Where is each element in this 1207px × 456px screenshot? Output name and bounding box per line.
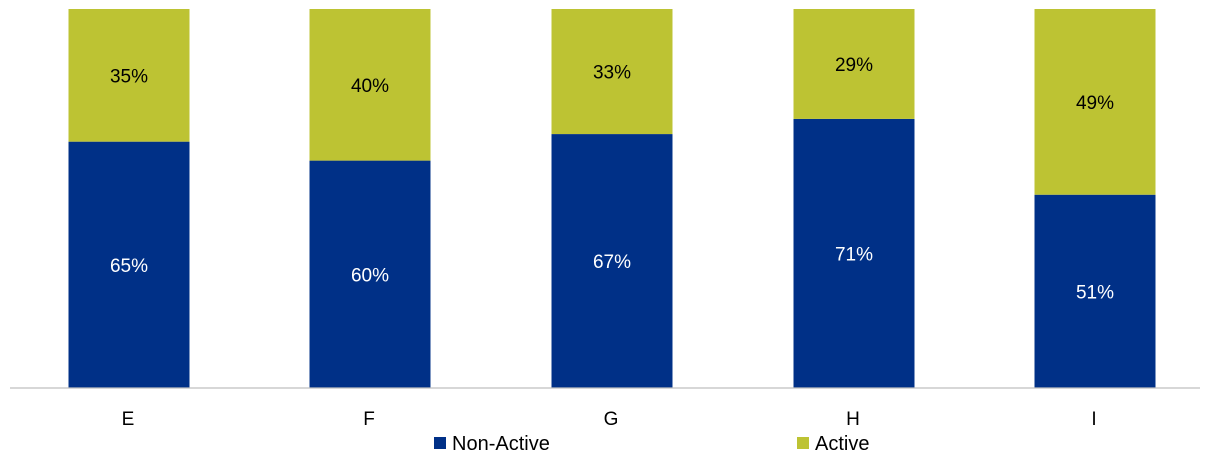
data-label-active-g: 33% (593, 63, 631, 84)
data-labels-layer: 65% 35% 60% 40% 67% 33% 71% 29% 51% 49% (110, 55, 1114, 303)
x-tick-label-e: E (122, 409, 135, 430)
data-label-active-i: 49% (1076, 93, 1114, 114)
bar-segment-non-active-i (1034, 194, 1156, 388)
legend: Non-Active Active (434, 433, 869, 455)
bar-segment-active-g (551, 9, 673, 135)
bar-segment-active-e (68, 9, 190, 142)
legend-swatch-active (797, 437, 809, 449)
data-label-non-active-e: 65% (110, 256, 148, 277)
bar-segment-non-active-h (793, 118, 915, 388)
data-label-non-active-f: 60% (351, 265, 389, 286)
bar-segment-non-active-f (309, 160, 431, 388)
x-tick-label-i: I (1091, 409, 1096, 430)
x-tick-label-f: F (363, 409, 375, 430)
data-label-non-active-g: 67% (593, 252, 631, 273)
data-label-active-f: 40% (351, 76, 389, 97)
bar-segment-non-active-g (551, 134, 673, 388)
data-label-active-h: 29% (835, 55, 873, 76)
bar-segment-active-i (1034, 9, 1156, 195)
legend-label-non-active: Non-Active (452, 433, 550, 455)
bar-segment-non-active-e (68, 141, 190, 388)
x-tick-label-h: H (846, 409, 860, 430)
legend-label-active: Active (815, 433, 869, 455)
bar-segment-active-f (309, 9, 431, 161)
data-label-non-active-i: 51% (1076, 282, 1114, 303)
legend-swatch-non-active (434, 437, 446, 449)
data-label-non-active-h: 71% (835, 244, 873, 265)
bar-segment-active-h (793, 9, 915, 119)
x-tick-label-g: G (604, 409, 619, 430)
data-label-active-e: 35% (110, 66, 148, 87)
x-tick-labels: E F G H I (122, 409, 1097, 430)
bars-layer (68, 9, 1156, 388)
